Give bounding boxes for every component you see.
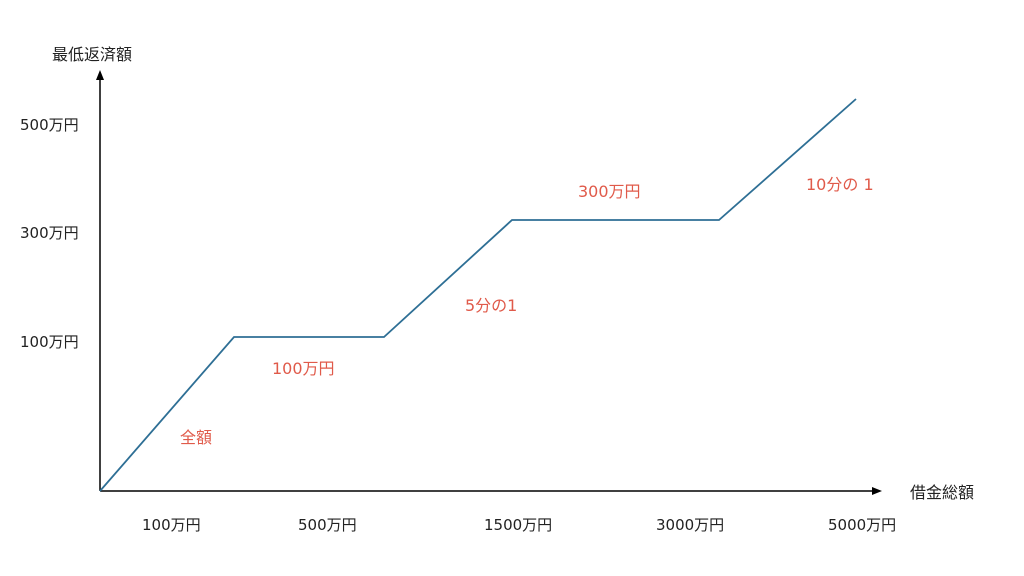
y-axis-title: 最低返済額	[52, 45, 132, 64]
y-tick-label-300: 300万円	[20, 224, 79, 242]
x-tick-label-500: 500万円	[298, 516, 357, 534]
annotation-one-tenth: 10分の 1	[806, 175, 874, 194]
x-axis-title: 借金総額	[910, 483, 974, 502]
annotation-one-fifth: 5分の1	[465, 296, 517, 315]
annotation-100man: 100万円	[272, 359, 335, 378]
annotation-300man: 300万円	[578, 182, 641, 201]
x-tick-label-100: 100万円	[142, 516, 201, 534]
axes	[96, 70, 882, 495]
x-tick-label-3000: 3000万円	[656, 516, 724, 534]
y-tick-label-100: 100万円	[20, 333, 79, 351]
annotation-full-amount: 全額	[180, 428, 212, 447]
series-line-0	[99, 98, 857, 492]
y-tick-label-500: 500万円	[20, 116, 79, 134]
y-axis-arrow	[96, 70, 104, 80]
x-axis-arrow	[872, 487, 882, 495]
x-tick-label-1500: 1500万円	[484, 516, 552, 534]
x-tick-label-5000: 5000万円	[828, 516, 896, 534]
series-layer	[99, 98, 857, 492]
